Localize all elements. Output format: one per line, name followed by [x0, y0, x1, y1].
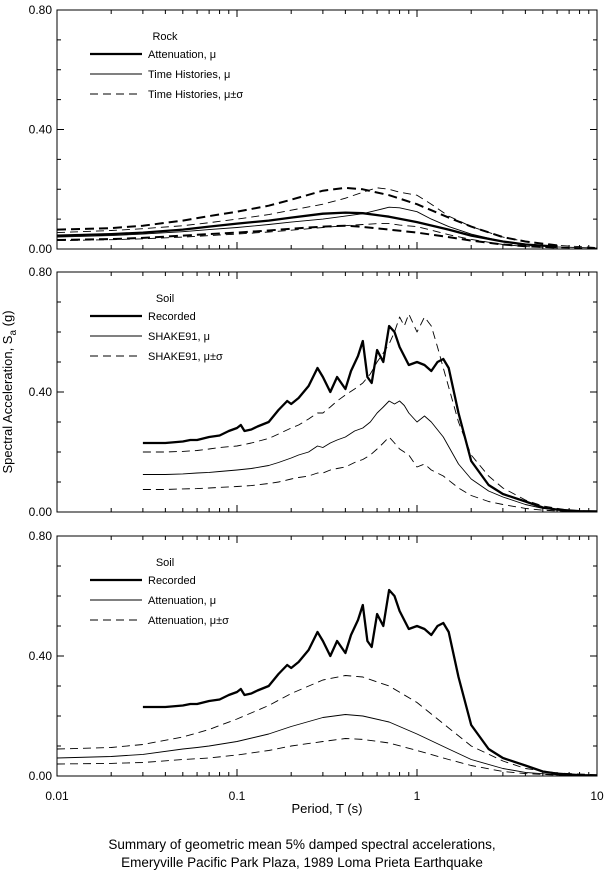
- series-line-time-histories-upper: [57, 187, 597, 248]
- series-line-time-histories-lower: [57, 223, 597, 249]
- series-line-recorded: [142, 588, 597, 776]
- series-line-attenuation: [57, 714, 597, 776]
- legend-label-shake91: SHAKE91, μ: [148, 331, 210, 343]
- legend-label-recorded: Recorded: [148, 311, 196, 323]
- legend-title: Soil: [156, 557, 174, 569]
- panels: 0.00 0.40 0.80 Rock Attenuation, μ Time Histo…: [29, 3, 604, 803]
- series-line-recorded: [142, 324, 597, 512]
- legend-label-attenuation: Attenuation, μ±σ: [148, 615, 229, 627]
- chart-panel-middle: 0.00 0.40 0.80 Soil Recorded SHAKE91, μ SHAKE9…: [29, 265, 598, 519]
- y-tick-label: 0.40: [29, 649, 53, 663]
- series-line-shake91-lower: [142, 436, 597, 512]
- y-tick-label: 0.00: [29, 769, 53, 783]
- y-axis-title-subscript: a: [8, 330, 19, 336]
- series-group: [142, 313, 597, 512]
- x-axis-title: Period, T (s): [291, 801, 362, 816]
- legend-label-time-histories: Time Histories, μ±σ: [148, 89, 243, 101]
- series-line-attenuation: [57, 211, 558, 248]
- y-axis-title-main: Spectral Acceleration, S: [0, 335, 15, 473]
- legend: Rock Attenuation, μ Time Histories, μ Time …: [90, 31, 243, 101]
- x-tick-label: 0.01: [45, 789, 69, 803]
- y-axis-title-unit: (g): [0, 310, 15, 330]
- legend-label-time-histories: Time Histories, μ: [148, 69, 230, 81]
- y-tick-label: 0.80: [29, 529, 53, 543]
- caption-line-1: Summary of geometric mean 5% damped spec…: [108, 837, 496, 852]
- series-line-attenuation-lower: [57, 224, 558, 249]
- chart-panel-bottom: 0.00 0.40 0.80 0.01 0.1 1 10 Soil Recorded Attenu…: [29, 529, 604, 803]
- figure-caption: Summary of geometric mean 5% damped spec…: [0, 836, 604, 872]
- series-line-attenuation-upper: [57, 675, 597, 776]
- legend-label-attenuation: Attenuation, μ: [148, 49, 216, 61]
- y-tick-label: 0.80: [29, 3, 53, 17]
- y-tick-label: 0.40: [29, 123, 53, 137]
- plot-frame: [56, 271, 598, 513]
- x-tick-label: 0.1: [229, 789, 246, 803]
- chart-panel-top: 0.00 0.40 0.80 Rock Attenuation, μ Time Histo…: [29, 3, 598, 256]
- series-line-attenuation-lower: [57, 738, 597, 776]
- legend-title: Soil: [156, 293, 174, 305]
- series-line-attenuation-upper: [57, 186, 558, 247]
- legend-title: Rock: [152, 31, 178, 43]
- legend-label-shake91: SHAKE91, μ±σ: [148, 351, 223, 363]
- y-tick-label: 0.40: [29, 385, 53, 399]
- plot-frame: [56, 535, 598, 777]
- y-tick-label: 0.00: [29, 242, 53, 256]
- series-group: [57, 588, 597, 776]
- legend: Soil Recorded Attenuation, μ Attenuation, μ…: [90, 557, 229, 627]
- series-line-shake91: [142, 400, 597, 512]
- series-group: [57, 186, 597, 249]
- x-tick-label: 10: [590, 789, 604, 803]
- x-tick-label: 1: [414, 789, 421, 803]
- series-line-shake91-upper: [142, 313, 597, 512]
- caption-line-2: Emeryville Pacific Park Plaza, 1989 Loma…: [121, 855, 483, 870]
- y-tick-label: 0.80: [29, 265, 53, 279]
- legend-label-recorded: Recorded: [148, 575, 196, 587]
- legend-label-attenuation: Attenuation, μ: [148, 595, 216, 607]
- y-axis-title: Spectral Acceleration, Sa (g): [0, 310, 19, 473]
- y-tick-label: 0.00: [29, 505, 53, 519]
- series-line-time-histories: [57, 206, 597, 249]
- legend: Soil Recorded SHAKE91, μ SHAKE91, μ±σ: [90, 293, 223, 363]
